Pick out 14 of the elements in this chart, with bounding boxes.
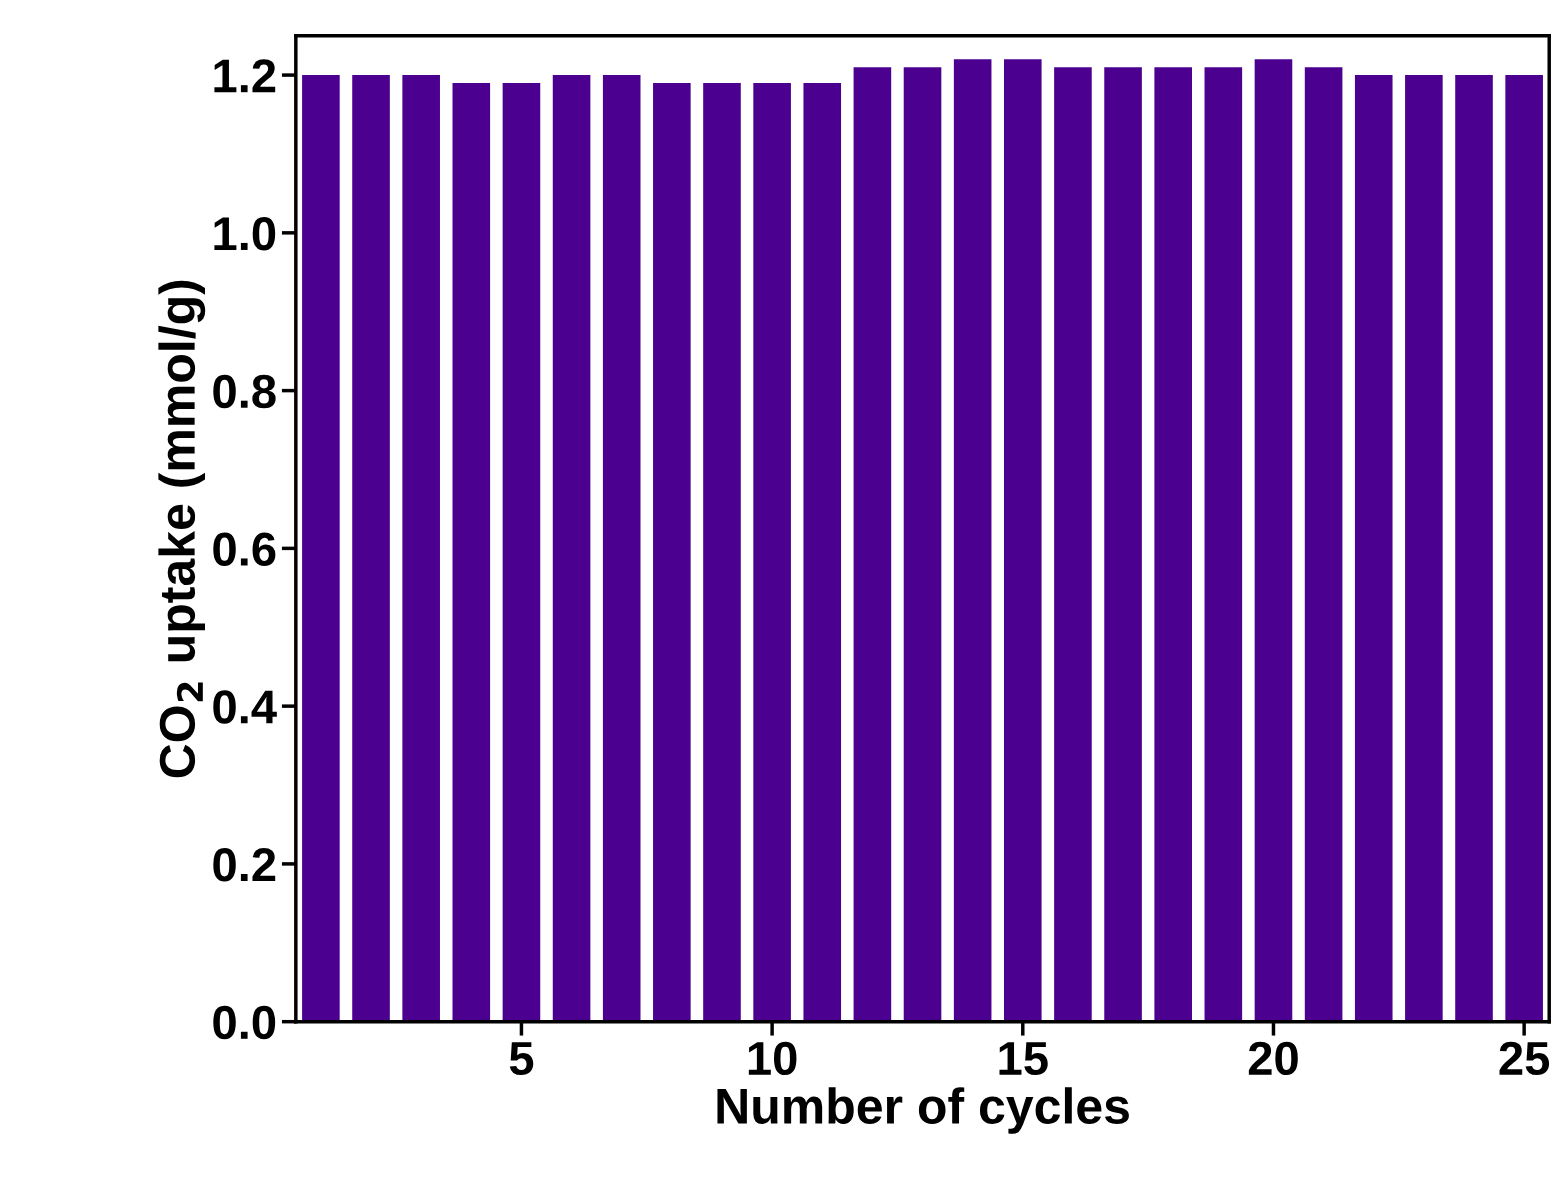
y-tick-label: 0.2 bbox=[213, 848, 276, 882]
x-tick-label: 10 bbox=[748, 1041, 797, 1076]
y-tick-label: 1.2 bbox=[214, 59, 276, 93]
y-tick-label: 0.0 bbox=[213, 1005, 276, 1040]
y-tick-label: 0.6 bbox=[213, 532, 276, 566]
x-axis-title: Number of cycles bbox=[717, 1087, 1129, 1134]
y-axis-title: CO$_{2}$ uptake (mmol/g) bbox=[158, 280, 206, 778]
x-tick-label: 15 bbox=[999, 1042, 1048, 1076]
x-tick-label: 20 bbox=[1248, 1041, 1298, 1076]
x-tick-label: 5 bbox=[509, 1042, 534, 1076]
y-tick-label: 0.4 bbox=[213, 690, 277, 724]
x-tick-label: 25 bbox=[1499, 1041, 1550, 1076]
y-tick-label: 1.0 bbox=[214, 216, 276, 251]
y-tick-label: 0.8 bbox=[213, 374, 276, 409]
